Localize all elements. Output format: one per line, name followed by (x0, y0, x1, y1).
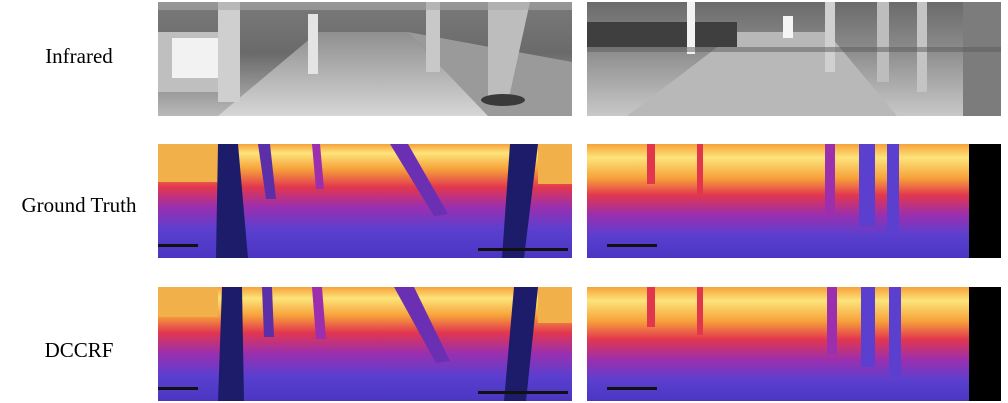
ground-truth-depth-scene-1 (158, 144, 572, 258)
infrared-image-scene-2 (587, 2, 1001, 116)
row-label-infrared: Infrared (45, 44, 113, 68)
dccrf-depth-scene-1 (158, 287, 572, 401)
row-label-dccrf: DCCRF (44, 338, 114, 362)
row-label-ground-truth: Ground Truth (21, 193, 137, 217)
dccrf-depth-scene-2 (587, 287, 1001, 401)
infrared-image-scene-1 (158, 2, 572, 116)
ground-truth-depth-scene-2 (587, 144, 1001, 258)
